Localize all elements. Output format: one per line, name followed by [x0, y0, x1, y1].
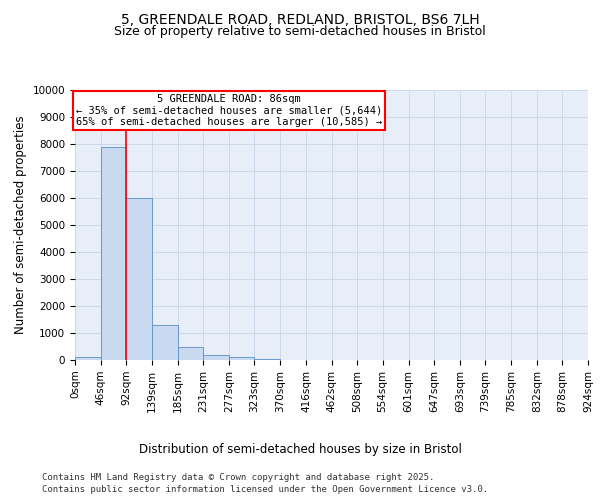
Bar: [75, 358, 101, 360]
Bar: [178, 346, 203, 360]
Y-axis label: Number of semi-detached properties: Number of semi-detached properties: [14, 116, 27, 334]
Text: Contains HM Land Registry data © Crown copyright and database right 2025.: Contains HM Land Registry data © Crown c…: [42, 472, 434, 482]
Bar: [126, 198, 152, 360]
Bar: [203, 354, 229, 360]
Text: Size of property relative to semi-detached houses in Bristol: Size of property relative to semi-detach…: [114, 25, 486, 38]
Text: 5 GREENDALE ROAD: 86sqm
← 35% of semi-detached houses are smaller (5,644)
65% of: 5 GREENDALE ROAD: 86sqm ← 35% of semi-de…: [76, 94, 382, 127]
Bar: [229, 358, 254, 360]
Text: Distribution of semi-detached houses by size in Bristol: Distribution of semi-detached houses by …: [139, 442, 461, 456]
Bar: [101, 146, 126, 360]
Bar: [152, 325, 178, 360]
Bar: [254, 358, 280, 360]
Text: Contains public sector information licensed under the Open Government Licence v3: Contains public sector information licen…: [42, 485, 488, 494]
Text: 5, GREENDALE ROAD, REDLAND, BRISTOL, BS6 7LH: 5, GREENDALE ROAD, REDLAND, BRISTOL, BS6…: [121, 12, 479, 26]
